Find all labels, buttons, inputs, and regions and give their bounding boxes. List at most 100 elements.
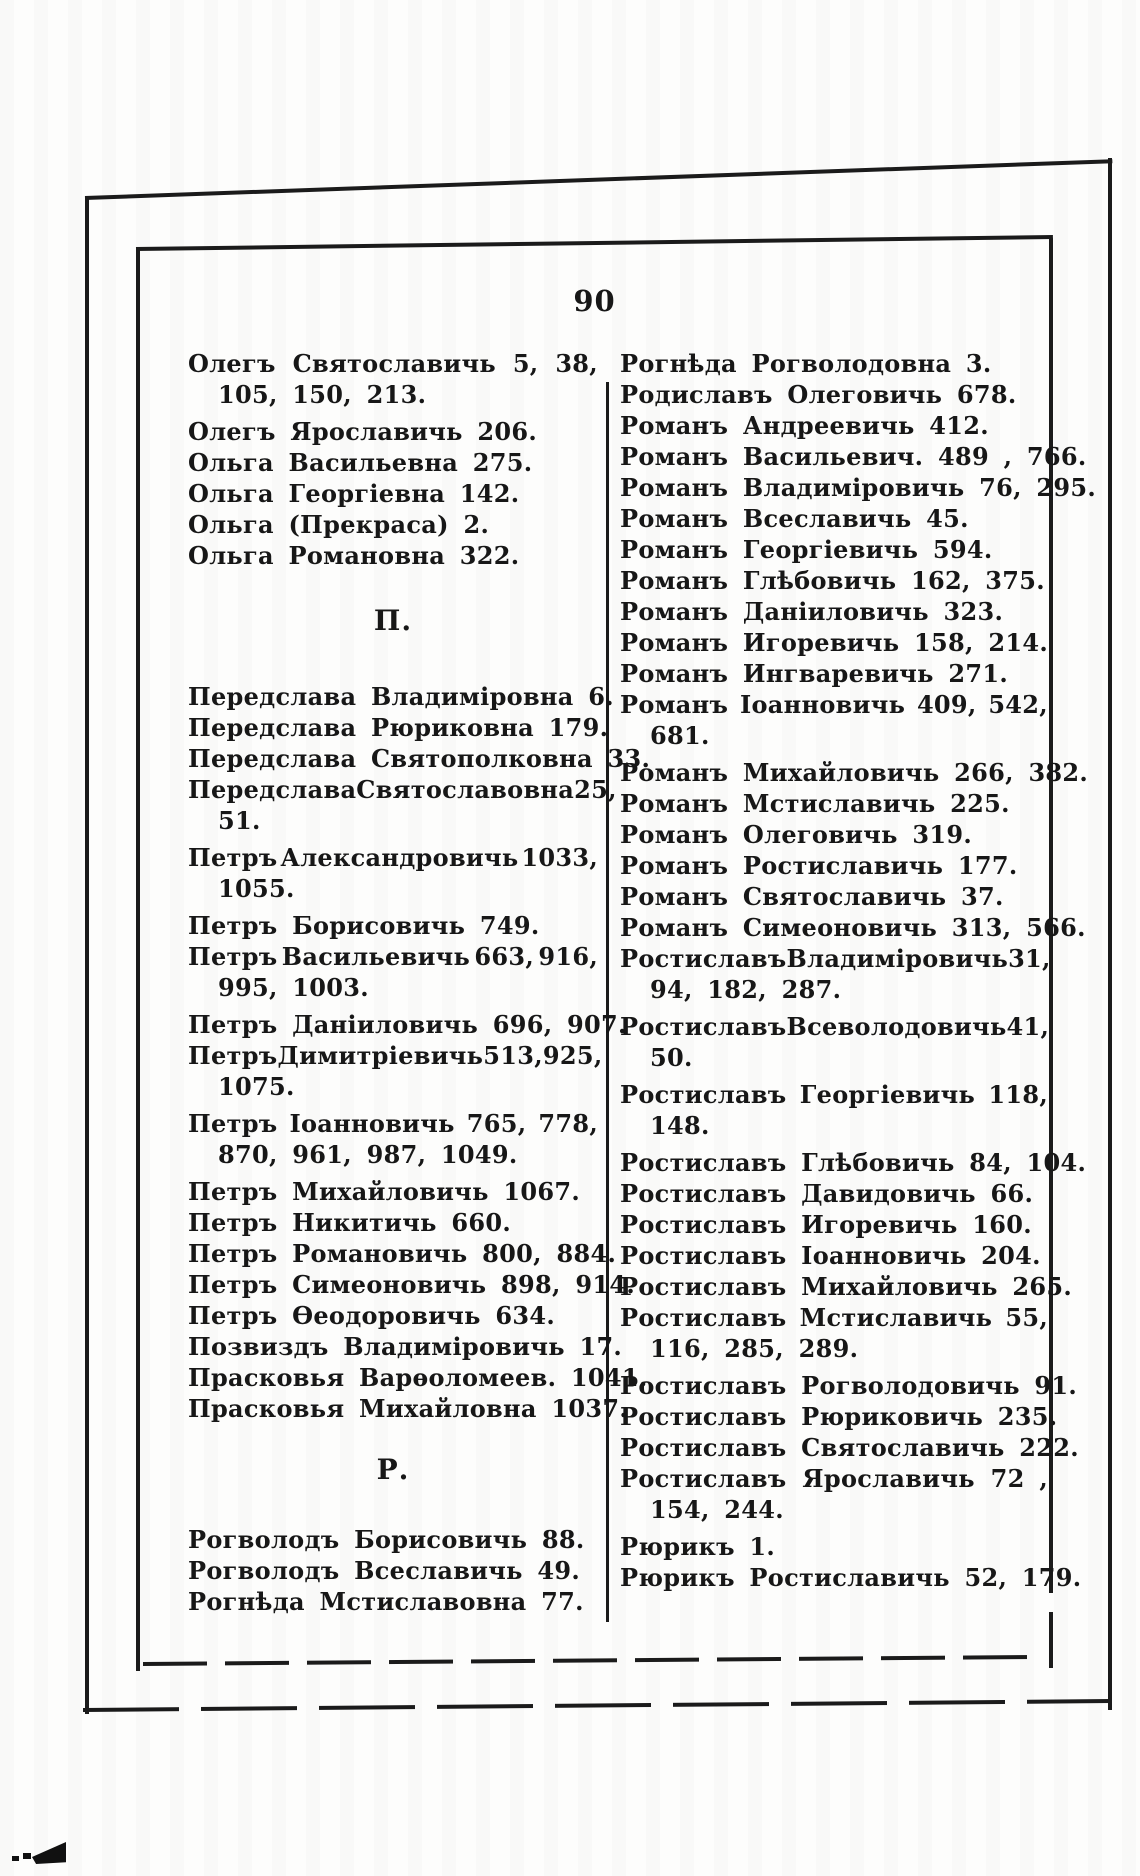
- page-number: 90: [573, 284, 616, 318]
- index-entry-line: Ростиславъ Рогволодовичь 91.: [620, 1371, 1078, 1400]
- index-entry: Ольга Васильевна 275.: [188, 447, 598, 478]
- index-entry: Ростиславъ Георгіевичь 118, 148.: [620, 1079, 1048, 1141]
- index-entry-word: Святославичь: [292, 349, 496, 378]
- index-entry-line: Романъ Мстиславичь 225.: [620, 789, 1010, 818]
- index-entry-word: Ростиславъ: [620, 1464, 787, 1493]
- index-entry-word: Петръ: [188, 942, 278, 971]
- index-entry: Ростиславъ Святославичь 222.: [620, 1432, 1079, 1463]
- index-entry: Прасковья Варѳоломеев. 1041.: [188, 1362, 647, 1393]
- index-entry-line: Петръ Васильевичь 663, 916,: [188, 941, 598, 972]
- index-entry-word: 916,: [538, 942, 598, 971]
- index-entry-line: Петръ Іоанновичь 765, 778,: [188, 1108, 598, 1139]
- index-entry-line: Петръ Александровичь 1033,: [188, 842, 598, 873]
- index-entry-line: Ростиславъ Георгіевичь 118,: [620, 1079, 1048, 1110]
- index-entry-word: Петръ: [188, 1041, 278, 1070]
- index-entry: Ольга Георгіевна 142.: [188, 478, 598, 509]
- index-entry: Ростиславъ Михайловичь 265.: [620, 1271, 1072, 1302]
- index-entry-line: 50.: [650, 1043, 693, 1072]
- index-entry-line: 51.: [218, 806, 261, 835]
- index-entry-line: 94, 182, 287.: [650, 975, 842, 1004]
- index-entry-word: Ростиславъ: [620, 1303, 787, 1332]
- index-entry: Ростиславъ Рогволодовичь 91.: [620, 1370, 1078, 1401]
- index-entry: Романъ Даніиловичь 323.: [620, 596, 1048, 627]
- index-entry-line: 1075.: [218, 1072, 295, 1101]
- index-entry: Петръ Романовичь 800, 884.: [188, 1238, 616, 1269]
- index-entry: Ростиславъ Іоанновичь 204.: [620, 1240, 1048, 1271]
- index-entry-line: 148.: [650, 1111, 710, 1140]
- index-entry: Родиславъ Олеговичь 678.: [620, 379, 1048, 410]
- index-entry: Передслава Святославовна 25, 51.: [188, 774, 617, 836]
- index-entry-line: Ольга (Прекраса) 2.: [188, 510, 490, 539]
- inner-border-bottom: [142, 1654, 1036, 1666]
- index-entry-line: Ростиславъ Владиміровичь 31,: [620, 943, 1051, 974]
- index-entry: Передслава Рюриковна 179.: [188, 712, 608, 743]
- index-entry-line: Позвиздъ Владиміровичь 17.: [188, 1332, 623, 1361]
- index-entry: Петръ Даніиловичь 696, 907.: [188, 1009, 626, 1040]
- index-entry-word: 663,: [474, 942, 535, 971]
- index-entry-word: 118,: [988, 1080, 1048, 1109]
- index-entry-word: Ростиславъ: [620, 944, 787, 973]
- index-entry: Петръ Іоанновичь 765, 778, 870, 961, 987, 10…: [188, 1108, 598, 1170]
- index-entry: Романъ Владиміровичь 76, 295.: [620, 472, 1096, 503]
- index-entry: Романъ Іоанновичь 409, 542, 681.: [620, 689, 1048, 751]
- outer-border-bottom: [82, 1699, 1111, 1712]
- index-column-right: Рогнѣда Рогволодовна 3. Родиславъ Олегови…: [620, 348, 1096, 1593]
- index-entry-word: Димитріевичь: [277, 1041, 484, 1070]
- index-entry-line: Ростиславъ Іоанновичь 204.: [620, 1241, 1041, 1270]
- index-entry-line: Ростиславъ Ярославичь 72 ,: [620, 1463, 1048, 1494]
- index-entry: Романъ Ингваревичь 271.: [620, 658, 1048, 689]
- index-entry-line: Ольга Романовна 322.: [188, 541, 520, 570]
- section-header: П.: [373, 604, 413, 637]
- inner-border-top: [135, 234, 1053, 251]
- index-entry-line: Романъ Георгіевичь 594.: [620, 535, 993, 564]
- index-entry-line: Романъ Всеславичь 45.: [620, 504, 969, 533]
- index-entry-line: Петръ Симеоновичь 898, 914.: [188, 1270, 636, 1299]
- index-entry-line: Ростиславъ Глѣбовичь 84, 104.: [620, 1148, 1087, 1177]
- index-entry: Ростиславъ Владиміровичь 31, 94, 182, 287.: [620, 943, 1051, 1005]
- index-entry-word: 765,: [466, 1109, 527, 1138]
- index-entry-word: Петръ: [188, 1109, 278, 1138]
- index-entry-line: 681.: [650, 721, 710, 750]
- index-entry-word: Іоанновичь: [289, 1109, 455, 1138]
- index-entry: Ростиславъ Глѣбовичь 84, 104.: [620, 1147, 1087, 1178]
- index-entry: Петръ Михайловичь 1067.: [188, 1176, 598, 1207]
- index-entry: Петръ Борисовичь 749.: [188, 910, 598, 941]
- index-entry: Рогволодъ Всеславичь 49.: [188, 1555, 598, 1586]
- index-entry: Романъ Олеговичь 319.: [620, 819, 1048, 850]
- index-entry-word: 31,: [1008, 944, 1051, 973]
- index-column-left: Олегъ Святославичь 5, 38, 105, 150, 213. Олег…: [188, 348, 650, 1617]
- index-entry: Рогволодъ Борисовичь 88.: [188, 1524, 598, 1555]
- index-entry-word: 5,: [512, 349, 539, 378]
- index-entry-line: Передслава Святославовна 25,: [188, 774, 617, 805]
- index-entry: Романъ Мстиславичь 225.: [620, 788, 1048, 819]
- index-entry-word: 41,: [1006, 1012, 1050, 1041]
- scan-artifact-mark: [32, 1842, 66, 1864]
- index-entry-word: Александровичь: [280, 843, 519, 872]
- inner-border-right-lower-segment: [1049, 1612, 1053, 1668]
- index-entry: Ольга (Прекраса) 2.: [188, 509, 598, 540]
- index-entry-word: Передслава: [188, 775, 357, 804]
- index-entry: Ростиславъ Ярославичь 72 , 154, 244.: [620, 1463, 1048, 1525]
- index-entry-line: 1055.: [218, 874, 295, 903]
- index-entry: Романъ Георгіевичь 594.: [620, 534, 1048, 565]
- index-entry-line: Рогволодъ Всеславичь 49.: [188, 1556, 581, 1585]
- index-entry-line: Ростиславъ Мстиславичь 55,: [620, 1302, 1048, 1333]
- index-entry-word: Святославовна: [356, 775, 575, 804]
- index-entry-line: 995, 1003.: [218, 973, 369, 1002]
- index-entry-line: Ростиславъ Рюриковичь 235.: [620, 1402, 1058, 1431]
- index-entry-line: Рюрикъ Ростиславичь 52, 179.: [620, 1563, 1082, 1592]
- index-entry: Ростиславъ Всеволодовичь 41, 50.: [620, 1011, 1050, 1073]
- index-entry-word: 925,: [542, 1041, 603, 1070]
- index-entry-word: 409,: [916, 690, 977, 719]
- index-entry: Рюрикъ 1.: [620, 1531, 1048, 1562]
- index-entry-word: 1033,: [521, 843, 598, 872]
- index-entry-line: Ростиславъ Игоревичь 160.: [620, 1210, 1032, 1239]
- index-entry: Романъ Андреевичь 412.: [620, 410, 1048, 441]
- index-entry: Романъ Ростиславичь 177.: [620, 850, 1048, 881]
- index-entry-word: Всеволодовичь: [786, 1012, 1007, 1041]
- index-entry-line: Романъ Васильевич. 489 , 766.: [620, 442, 1087, 471]
- index-entry-word: 38,: [555, 349, 598, 378]
- index-entry-word: 25,: [574, 775, 617, 804]
- index-entry: Петръ Никитичь 660.: [188, 1207, 598, 1238]
- index-entry-line: Олегъ Святославичь 5, 38,: [188, 348, 598, 379]
